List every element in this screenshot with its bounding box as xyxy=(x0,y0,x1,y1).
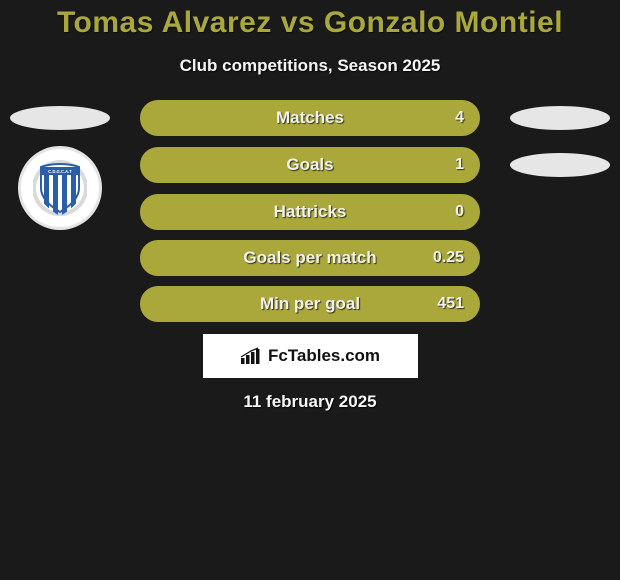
stat-row: Matches 4 xyxy=(0,100,620,136)
spacer xyxy=(10,246,110,270)
player-badge-right xyxy=(510,153,610,177)
source-logo-text: FcTables.com xyxy=(268,346,380,366)
stat-grid: C.D.G.C.A.T Goals 1 Hattricks 0 Goals pe… xyxy=(0,146,620,322)
subtitle: Club competitions, Season 2025 xyxy=(0,56,620,76)
stat-label: Matches xyxy=(276,108,344,128)
player-badge-right xyxy=(510,106,610,130)
spacer xyxy=(10,292,110,316)
stat-label: Goals xyxy=(286,155,333,175)
spacer xyxy=(510,200,610,224)
spacer xyxy=(510,292,610,316)
crest-circle: C.D.G.C.A.T xyxy=(18,146,102,230)
chart-icon xyxy=(240,347,262,365)
comparison-card: Tomas Alvarez vs Gonzalo Montiel Club co… xyxy=(0,0,620,412)
stat-bar-goals: Goals 1 xyxy=(140,147,480,183)
shield-icon: C.D.G.C.A.T xyxy=(33,158,87,218)
player-badge-left xyxy=(10,106,110,130)
stat-bar-matches: Matches 4 xyxy=(140,100,480,136)
spacer xyxy=(510,246,610,270)
stat-label: Goals per match xyxy=(243,248,376,268)
stat-bar-min-per-goal: Min per goal 451 xyxy=(140,286,480,322)
stat-value: 0 xyxy=(455,203,464,221)
date-line: 11 february 2025 xyxy=(0,392,620,412)
stat-value: 451 xyxy=(437,295,464,313)
club-crest-left: C.D.G.C.A.T xyxy=(10,146,110,230)
stat-value: 0.25 xyxy=(433,249,464,267)
stat-label: Min per goal xyxy=(260,294,360,314)
source-logo[interactable]: FcTables.com xyxy=(203,334,418,378)
page-title: Tomas Alvarez vs Gonzalo Montiel xyxy=(0,6,620,40)
stat-label: Hattricks xyxy=(274,202,347,222)
stat-value: 4 xyxy=(455,109,464,127)
svg-text:C.D.G.C.A.T: C.D.G.C.A.T xyxy=(48,169,72,174)
stat-bar-hattricks: Hattricks 0 xyxy=(140,194,480,230)
stat-value: 1 xyxy=(455,156,464,174)
stat-bar-goals-per-match: Goals per match 0.25 xyxy=(140,240,480,276)
